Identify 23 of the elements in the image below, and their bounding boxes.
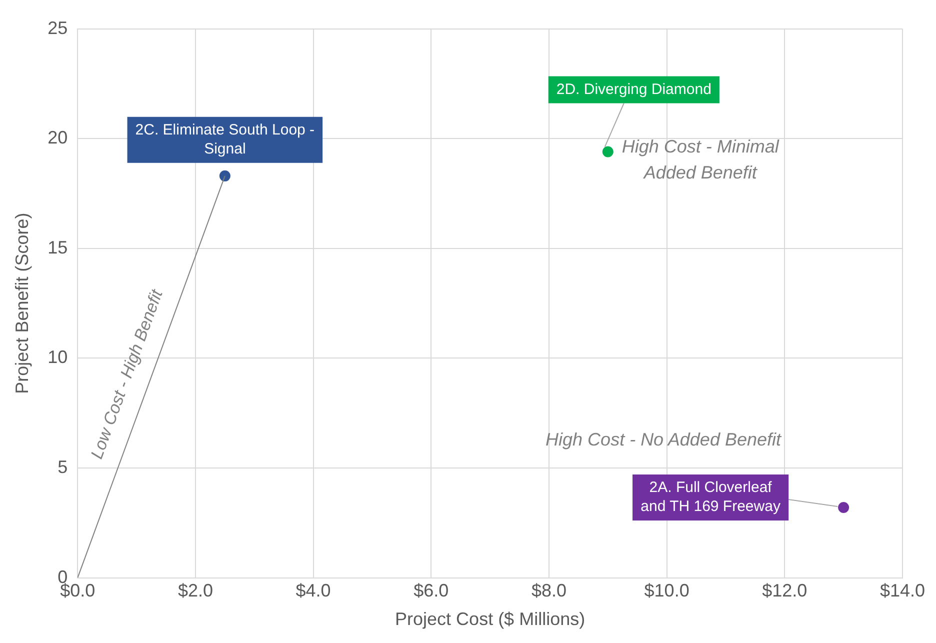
annotation: High Cost - No Added Benefit — [546, 430, 782, 450]
point — [602, 146, 614, 158]
y-tick-label: 5 — [58, 456, 68, 477]
x-tick-label: $4.0 — [296, 580, 331, 601]
y-tick-label: 25 — [48, 18, 68, 38]
x-tick-label: $6.0 — [414, 580, 449, 601]
x-tick-label: $12.0 — [762, 580, 808, 601]
y-axis-title: Project Benefit (Score) — [12, 212, 32, 394]
x-tick-label: $14.0 — [880, 580, 925, 601]
x-tick-label: $8.0 — [531, 580, 566, 601]
text: Low Cost - High Benefit — [87, 286, 167, 462]
text: 2A. Full Cloverleaf and TH 169 Freeway — [640, 479, 781, 516]
text: 2C. Eliminate South Loop - Signal — [135, 122, 315, 158]
y-tick-label: 10 — [48, 347, 68, 368]
x-axis-title: Project Cost ($ Millions) — [395, 609, 586, 630]
annotation: High Cost - Minimal Added Benefit — [622, 136, 780, 183]
x-tick-label: $2.0 — [178, 580, 213, 601]
y-tick-label: 20 — [48, 128, 68, 148]
point — [838, 502, 850, 514]
x-tick-label: $10.0 — [644, 580, 690, 601]
text: 2D. Diverging Diamond — [556, 80, 712, 98]
y-tick-label: 15 — [48, 237, 68, 258]
point — [219, 170, 230, 182]
